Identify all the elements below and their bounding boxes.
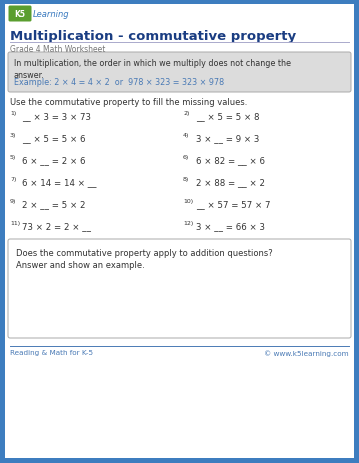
Text: K5: K5 bbox=[14, 10, 25, 19]
Text: 8): 8) bbox=[183, 176, 189, 181]
Text: Reading & Math for K-5: Reading & Math for K-5 bbox=[10, 349, 93, 355]
Text: 3 × __ = 66 × 3: 3 × __ = 66 × 3 bbox=[196, 221, 265, 231]
Text: 7): 7) bbox=[10, 176, 17, 181]
FancyBboxPatch shape bbox=[8, 239, 351, 338]
Text: Example: 2 × 4 = 4 × 2  or  978 × 323 = 323 × 978: Example: 2 × 4 = 4 × 2 or 978 × 323 = 32… bbox=[14, 78, 224, 87]
Text: In multiplication, the order in which we multiply does not change the
answer.: In multiplication, the order in which we… bbox=[14, 59, 291, 80]
Text: __ × 57 = 57 × 7: __ × 57 = 57 × 7 bbox=[196, 200, 270, 208]
FancyBboxPatch shape bbox=[9, 6, 32, 22]
Text: Learning: Learning bbox=[33, 10, 70, 19]
Text: __ × 3 = 3 × 73: __ × 3 = 3 × 73 bbox=[22, 112, 91, 121]
Text: 4): 4) bbox=[183, 133, 190, 138]
Text: 5): 5) bbox=[10, 155, 16, 160]
Text: 9): 9) bbox=[10, 199, 17, 204]
Text: 6 × 14 = 14 × __: 6 × 14 = 14 × __ bbox=[22, 178, 97, 187]
Text: 12): 12) bbox=[183, 220, 193, 225]
Text: 73 × 2 = 2 × __: 73 × 2 = 2 × __ bbox=[22, 221, 91, 231]
Text: Does the commutative property apply to addition questions?
Answer and show an ex: Does the commutative property apply to a… bbox=[16, 249, 273, 270]
Text: 2 × __ = 5 × 2: 2 × __ = 5 × 2 bbox=[22, 200, 85, 208]
Text: 11): 11) bbox=[10, 220, 20, 225]
Text: 3): 3) bbox=[10, 133, 17, 138]
Text: © www.k5learning.com: © www.k5learning.com bbox=[264, 349, 349, 356]
Text: 2): 2) bbox=[183, 111, 190, 116]
FancyBboxPatch shape bbox=[5, 5, 354, 458]
Text: 10): 10) bbox=[183, 199, 193, 204]
Text: 2 × 88 = __ × 2: 2 × 88 = __ × 2 bbox=[196, 178, 265, 187]
Text: Use the commutative property to fill the missing values.: Use the commutative property to fill the… bbox=[10, 98, 247, 107]
Text: Grade 4 Math Worksheet: Grade 4 Math Worksheet bbox=[10, 45, 106, 54]
Text: 1): 1) bbox=[10, 111, 16, 116]
Text: __ × 5 = 5 × 8: __ × 5 = 5 × 8 bbox=[196, 112, 260, 121]
Text: 6): 6) bbox=[183, 155, 189, 160]
Text: 6 × __ = 2 × 6: 6 × __ = 2 × 6 bbox=[22, 156, 85, 165]
FancyBboxPatch shape bbox=[8, 53, 351, 93]
Text: 3 × __ = 9 × 3: 3 × __ = 9 × 3 bbox=[196, 134, 259, 143]
Text: Multiplication - commutative property: Multiplication - commutative property bbox=[10, 30, 296, 43]
Text: 6 × 82 = __ × 6: 6 × 82 = __ × 6 bbox=[196, 156, 265, 165]
Text: __ × 5 = 5 × 6: __ × 5 = 5 × 6 bbox=[22, 134, 85, 143]
